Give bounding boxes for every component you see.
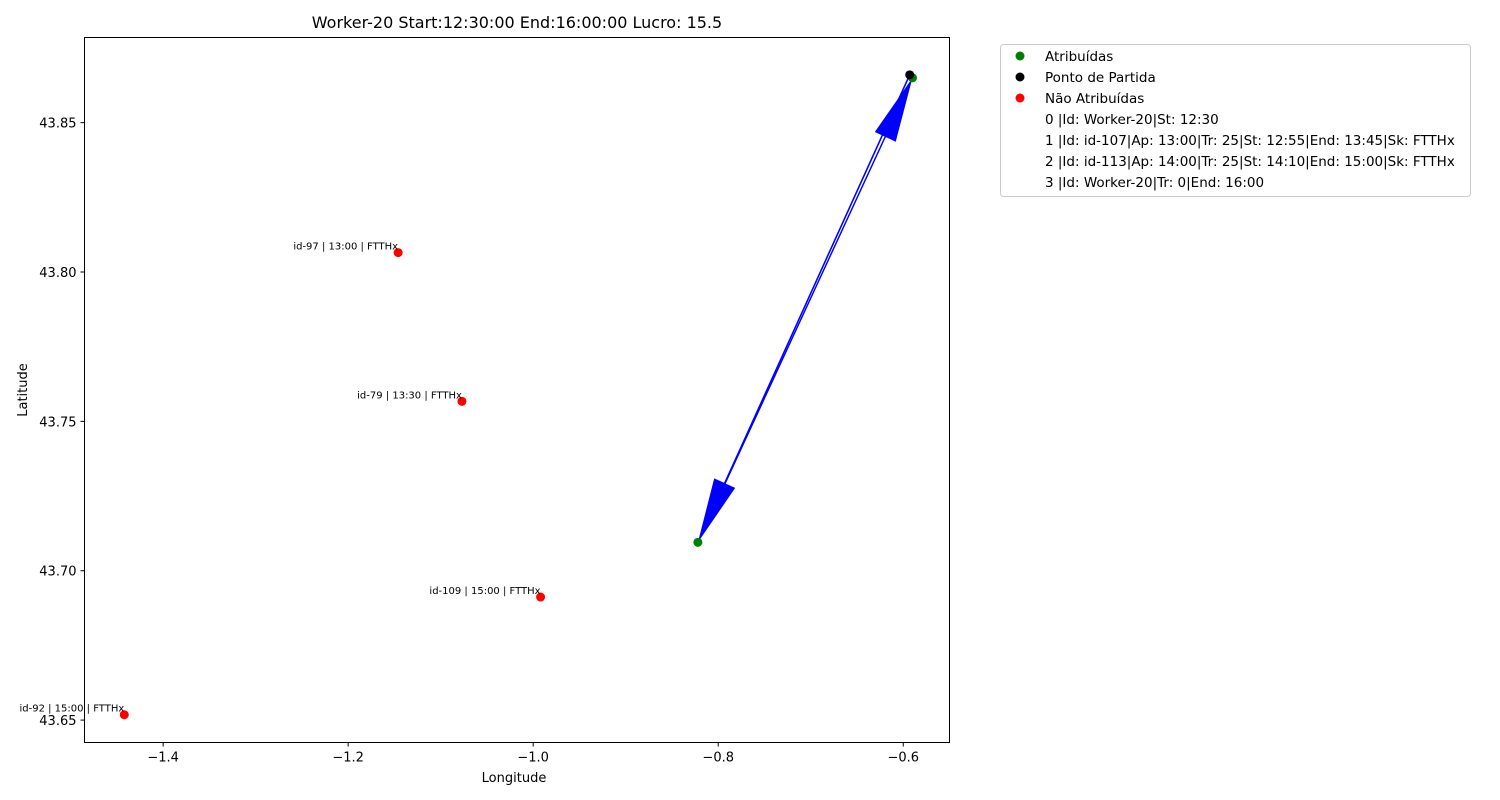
route-arrows xyxy=(697,74,913,543)
y-tick-label: 43.75 xyxy=(39,415,76,430)
point-label: id-79 | 13:30 | FTTHx xyxy=(357,390,462,401)
legend-entry: 0 |Id: Worker-20|St: 12:30 xyxy=(1045,112,1219,128)
data-points xyxy=(119,70,917,720)
y-tick-label: 43.70 xyxy=(39,565,76,580)
x-tick-label: −1.4 xyxy=(147,751,179,766)
point-labels: id-97 | 13:00 | FTTHx id-79 | 13:30 | FTT… xyxy=(19,242,540,715)
plot-area xyxy=(84,37,950,743)
legend-entry: Ponto de Partida xyxy=(1045,70,1156,86)
start-point xyxy=(905,70,915,80)
legend: Atribuídas Ponto de Partida Não Atribuídas… xyxy=(1000,44,1471,197)
legend-marker xyxy=(1015,51,1025,61)
route-arrow xyxy=(697,74,911,543)
x-axis-label: Longitude xyxy=(482,771,547,786)
route-arrow xyxy=(697,77,913,543)
x-tick-label: −1.0 xyxy=(517,751,549,766)
x-tick-label: −1.2 xyxy=(332,751,364,766)
x-axis-ticks: −1.4 −1.2 −1.0 −0.8 −0.6 xyxy=(147,742,919,766)
legend-marker xyxy=(1015,72,1025,82)
y-tick-label: 43.65 xyxy=(39,714,76,729)
assigned-point xyxy=(693,537,703,547)
chart-title: Worker-20 Start:12:30:00 End:16:00:00 Lu… xyxy=(312,13,722,32)
legend-frame xyxy=(1000,44,1471,197)
unassigned-point xyxy=(119,710,129,720)
unassigned-point xyxy=(457,396,467,406)
y-tick-label: 43.80 xyxy=(39,266,76,281)
legend-marker xyxy=(1015,93,1025,103)
legend-entry: 1 |Id: id-107|Ap: 13:00|Tr: 25|St: 12:55… xyxy=(1045,133,1455,149)
legend-entry: Atribuídas xyxy=(1045,49,1113,65)
point-label: id-92 | 15:00 | FTTHx xyxy=(19,704,124,715)
unassigned-point xyxy=(393,248,403,258)
legend-entry: 3 |Id: Worker-20|Tr: 0|End: 16:00 xyxy=(1045,175,1264,191)
point-label: id-109 | 15:00 | FTTHx xyxy=(429,586,540,597)
point-label: id-97 | 13:00 | FTTHx xyxy=(293,242,398,253)
legend-entry: 2 |Id: id-113|Ap: 14:00|Tr: 25|St: 14:10… xyxy=(1045,154,1455,170)
y-axis-ticks: 43.65 43.70 43.75 43.80 43.85 xyxy=(39,117,85,729)
x-tick-label: −0.6 xyxy=(887,751,919,766)
y-tick-label: 43.85 xyxy=(39,117,76,132)
legend-entry: Não Atribuídas xyxy=(1045,91,1144,107)
unassigned-point xyxy=(536,592,546,602)
y-axis-label: Latitude xyxy=(16,363,31,417)
x-tick-label: −0.8 xyxy=(702,751,734,766)
